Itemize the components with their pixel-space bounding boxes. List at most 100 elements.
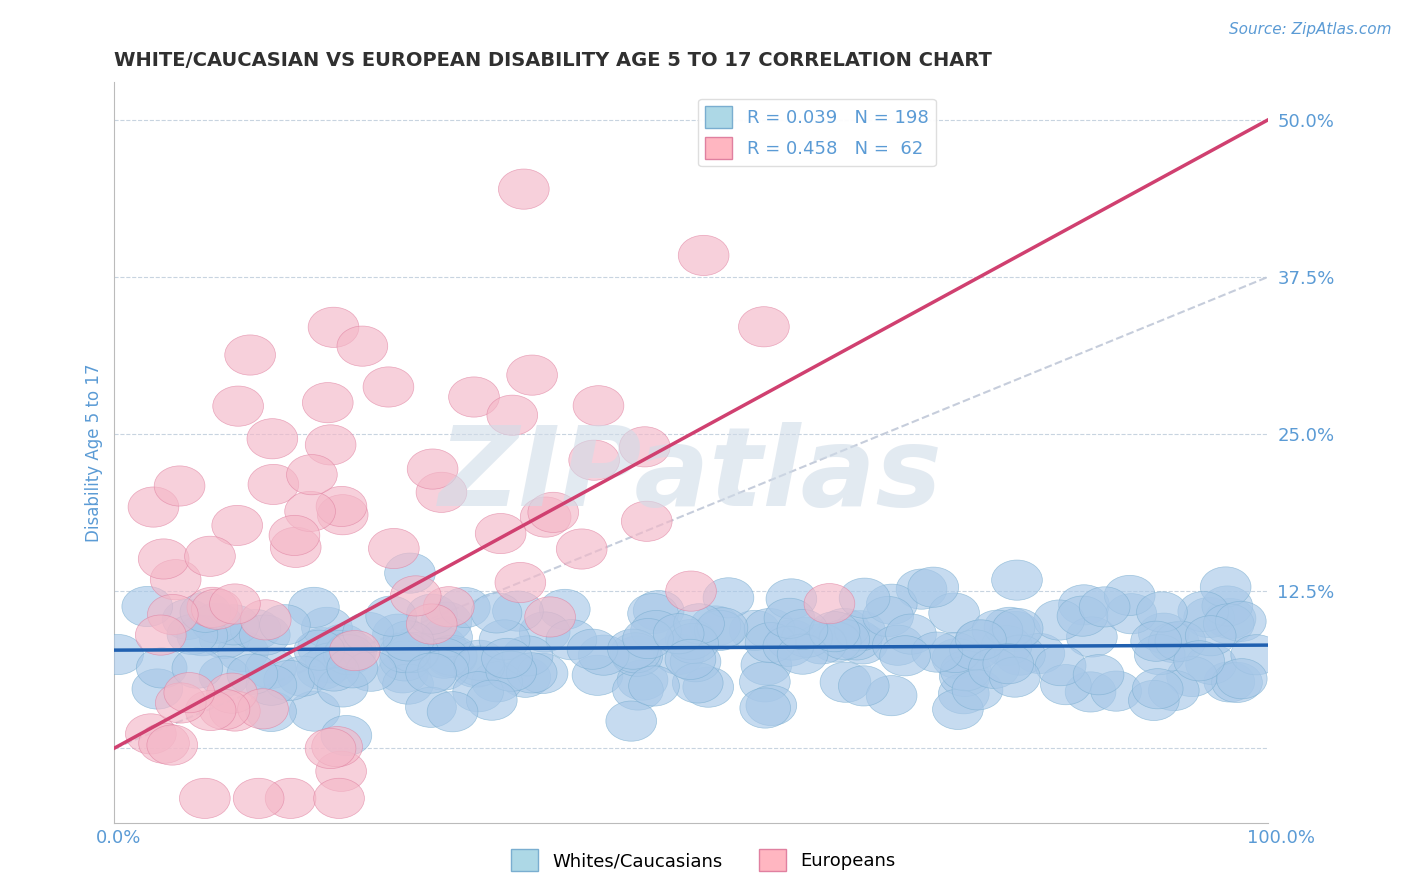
Ellipse shape [540,590,591,630]
Ellipse shape [804,583,855,624]
Ellipse shape [1149,671,1199,711]
Ellipse shape [1057,596,1108,636]
Ellipse shape [955,620,1005,660]
Ellipse shape [422,617,472,657]
Ellipse shape [690,606,741,646]
Ellipse shape [612,636,662,676]
Ellipse shape [288,587,339,627]
Ellipse shape [1066,672,1116,712]
Ellipse shape [321,715,371,756]
Ellipse shape [139,723,190,764]
Ellipse shape [866,584,917,624]
Ellipse shape [527,492,579,533]
Ellipse shape [264,660,315,700]
Ellipse shape [697,607,748,648]
Ellipse shape [382,621,434,661]
Ellipse shape [406,594,457,634]
Ellipse shape [633,591,685,631]
Ellipse shape [1178,591,1229,632]
Ellipse shape [501,657,551,698]
Ellipse shape [416,626,467,666]
Ellipse shape [122,586,173,626]
Ellipse shape [212,386,263,426]
Ellipse shape [994,635,1045,675]
Ellipse shape [467,680,517,720]
Ellipse shape [747,685,797,725]
Ellipse shape [763,626,814,666]
Ellipse shape [990,657,1040,698]
Ellipse shape [621,501,672,541]
Ellipse shape [167,615,218,655]
Ellipse shape [314,778,364,819]
Ellipse shape [377,653,429,693]
Ellipse shape [1135,634,1185,674]
Ellipse shape [911,632,963,673]
Ellipse shape [423,587,474,627]
Ellipse shape [380,640,430,681]
Ellipse shape [233,778,284,819]
Ellipse shape [627,593,679,633]
Ellipse shape [156,683,207,723]
Ellipse shape [672,663,723,703]
Ellipse shape [1201,567,1251,607]
Ellipse shape [703,578,754,618]
Ellipse shape [956,620,1007,660]
Ellipse shape [1067,617,1118,657]
Ellipse shape [567,629,617,669]
Ellipse shape [810,622,860,662]
Ellipse shape [546,620,596,660]
Ellipse shape [740,662,790,702]
Ellipse shape [1212,663,1263,703]
Ellipse shape [486,651,537,691]
Ellipse shape [93,634,143,674]
Ellipse shape [454,640,505,681]
Ellipse shape [373,614,423,654]
Ellipse shape [983,644,1033,684]
Ellipse shape [631,610,682,650]
Ellipse shape [318,495,368,535]
Text: WHITE/CAUCASIAN VS EUROPEAN DISABILITY AGE 5 TO 17 CORRELATION CHART: WHITE/CAUCASIAN VS EUROPEAN DISABILITY A… [114,51,993,70]
Legend: Whites/Caucasians, Europeans: Whites/Caucasians, Europeans [503,842,903,879]
Ellipse shape [574,385,624,425]
Ellipse shape [191,589,242,630]
Ellipse shape [506,653,557,693]
Ellipse shape [212,506,263,546]
Ellipse shape [406,604,457,644]
Ellipse shape [972,610,1022,650]
Ellipse shape [932,690,983,730]
Ellipse shape [318,624,368,665]
Ellipse shape [872,625,924,665]
Ellipse shape [184,536,235,576]
Ellipse shape [200,657,250,697]
Ellipse shape [388,632,439,673]
Ellipse shape [939,657,990,697]
Ellipse shape [665,571,717,611]
Ellipse shape [408,449,458,489]
Ellipse shape [148,594,198,634]
Ellipse shape [165,673,215,713]
Ellipse shape [695,610,745,650]
Ellipse shape [838,665,889,706]
Ellipse shape [419,638,470,678]
Ellipse shape [270,527,321,567]
Ellipse shape [1104,575,1156,615]
Ellipse shape [218,632,269,672]
Ellipse shape [427,691,478,731]
Ellipse shape [607,629,658,669]
Ellipse shape [226,654,278,694]
Ellipse shape [405,687,457,727]
Ellipse shape [380,632,430,673]
Ellipse shape [132,669,183,709]
Ellipse shape [172,648,222,689]
Ellipse shape [671,641,721,681]
Ellipse shape [981,625,1032,665]
Ellipse shape [294,630,344,670]
Ellipse shape [896,569,946,609]
Ellipse shape [316,486,367,526]
Ellipse shape [766,620,817,660]
Ellipse shape [993,608,1043,648]
Ellipse shape [302,383,353,423]
Ellipse shape [1073,655,1123,695]
Ellipse shape [329,631,380,671]
Ellipse shape [524,597,575,637]
